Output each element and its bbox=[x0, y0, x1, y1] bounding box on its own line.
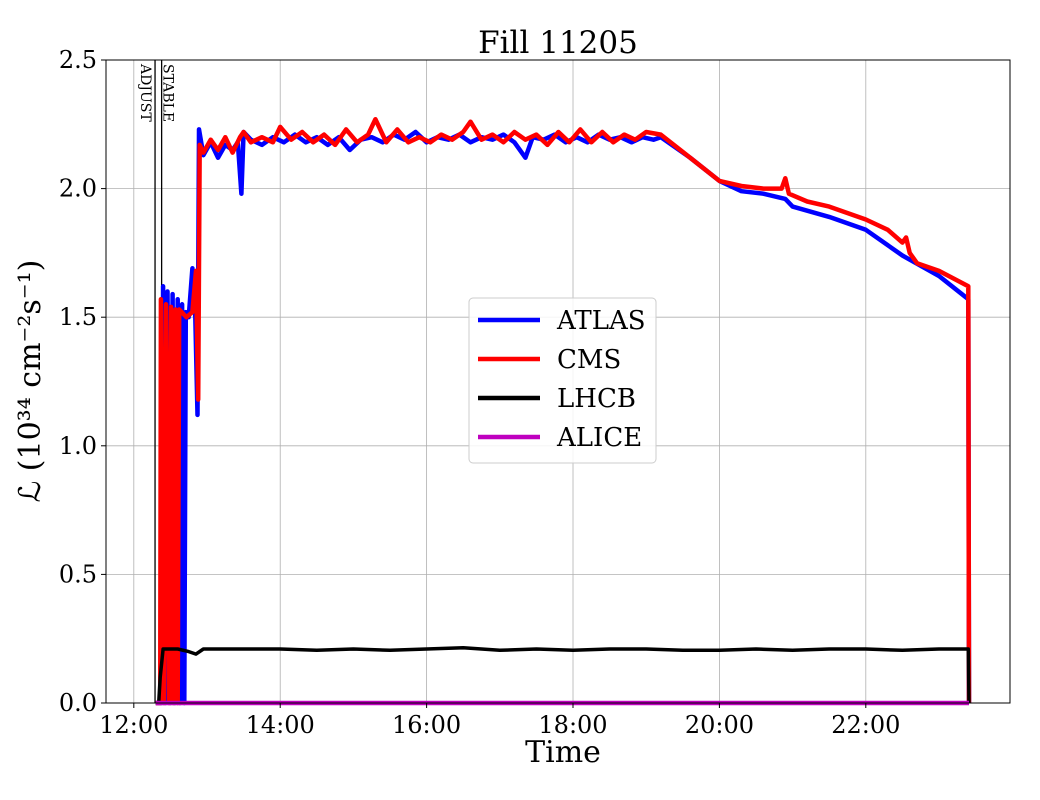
mode-label-stable: STABLE bbox=[160, 64, 176, 122]
x-tick-label: 12:00 bbox=[99, 711, 168, 739]
x-tick-label: 16:00 bbox=[392, 711, 461, 739]
x-tick-label: 20:00 bbox=[685, 711, 754, 739]
legend-label-lhcb: LHCB bbox=[557, 384, 636, 414]
legend-label-alice: ALICE bbox=[556, 423, 642, 453]
axis-ticks: 12:00 14:00 16:00 18:00 20:00 22:00 0.0 0.5 1.0 1… bbox=[59, 46, 901, 739]
chart-title: Fill 11205 bbox=[478, 25, 638, 61]
mode-label-adjust: ADJUST bbox=[137, 63, 153, 122]
x-tick-label: 18:00 bbox=[538, 711, 607, 739]
y-tick-label: 2.0 bbox=[59, 175, 97, 203]
x-axis-label: Time bbox=[525, 735, 601, 770]
legend-label-cms: CMS bbox=[557, 345, 621, 375]
y-tick-label: 0.0 bbox=[59, 689, 97, 717]
series-line-lhcb bbox=[155, 645, 971, 705]
legend-label-atlas: ATLAS bbox=[556, 306, 646, 336]
y-axis-label: ℒ (10³⁴ cm⁻²s⁻¹) bbox=[13, 260, 48, 503]
x-tick-label: 22:00 bbox=[831, 711, 900, 739]
y-tick-label: 2.5 bbox=[59, 46, 97, 74]
x-tick-label: 14:00 bbox=[246, 711, 315, 739]
legend: ATLAS CMS LHCB ALICE bbox=[468, 297, 657, 464]
plot-frame bbox=[105, 59, 1011, 704]
y-tick-label: 0.5 bbox=[59, 560, 97, 588]
y-tick-label: 1.0 bbox=[59, 432, 97, 460]
y-tick-label: 1.5 bbox=[59, 303, 97, 331]
series-line-cms bbox=[155, 116, 972, 706]
legend-box bbox=[468, 297, 657, 464]
